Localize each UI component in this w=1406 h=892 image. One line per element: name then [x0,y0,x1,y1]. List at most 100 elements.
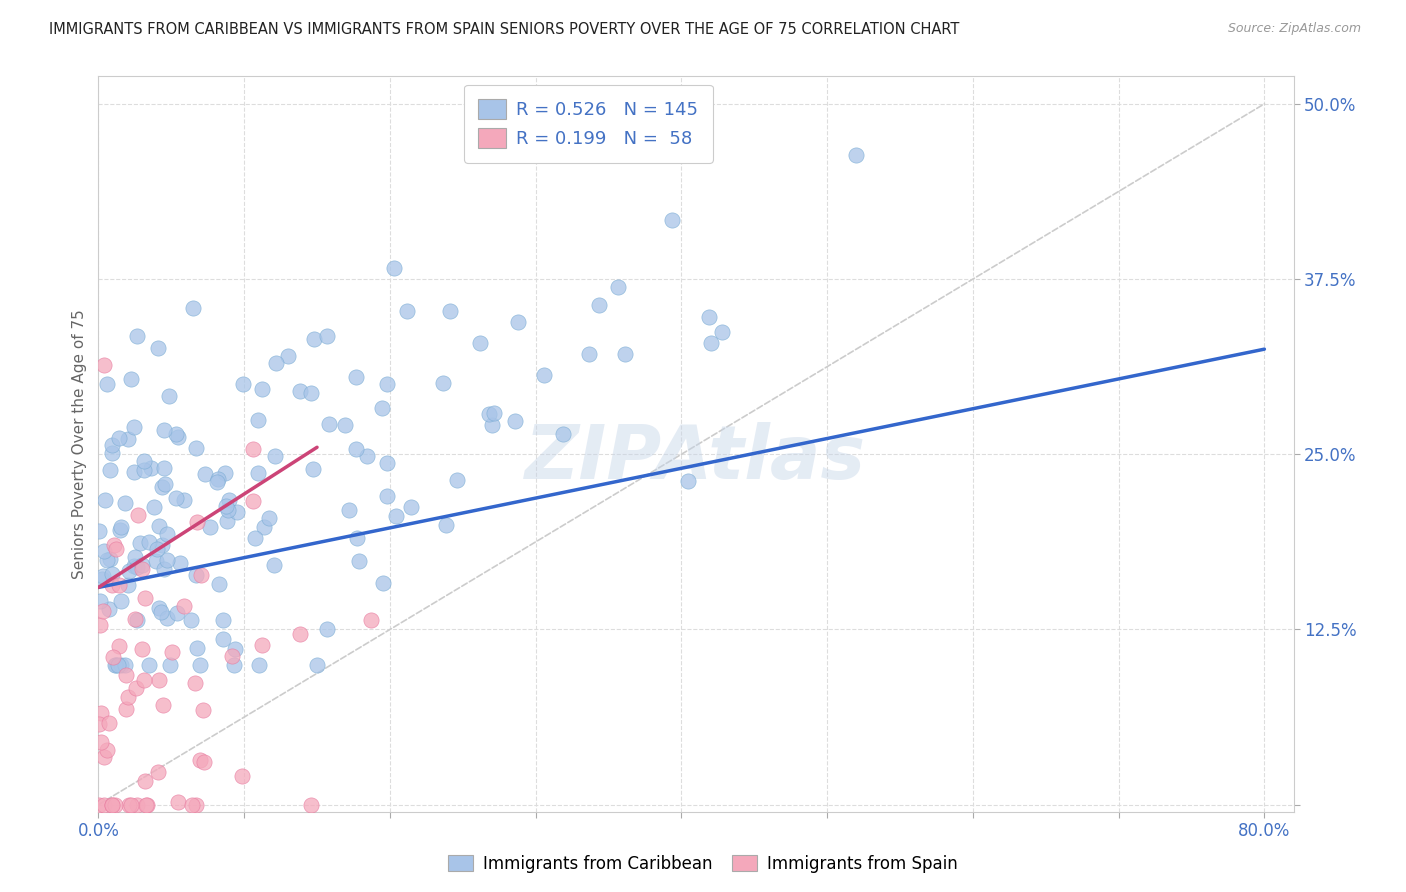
Point [104,657,127,672]
Point [346,442,368,456]
Point [333,417,356,432]
Point [242,442,264,457]
Point [676,474,699,488]
Point [551,426,574,441]
Point [101,566,124,581]
Point [246,467,269,481]
Point [117,578,139,592]
Point [302,332,325,346]
Point [173,493,195,508]
Point [184,567,207,582]
Point [115,702,138,716]
Point [215,514,238,528]
Point [250,638,273,652]
Point [114,496,136,510]
Point [148,673,170,687]
Point [152,562,174,576]
Point [661,212,683,227]
Point [127,508,149,522]
Point [222,657,245,672]
Point [207,475,229,490]
Point [468,335,491,350]
Point [432,376,454,390]
Point [135,797,157,812]
Point [377,376,399,391]
Point [613,347,636,361]
Point [184,441,207,455]
Point [242,494,264,508]
Point [98,551,121,566]
Point [225,505,247,519]
Point [107,578,129,592]
Text: IMMIGRANTS FROM CARIBBEAN VS IMMIGRANTS FROM SPAIN SENIORS POVERTY OVER THE AGE : IMMIGRANTS FROM CARIBBEAN VS IMMIGRANTS … [49,22,959,37]
Point [101,797,124,812]
Point [108,431,131,445]
Point [264,356,287,370]
Point [89,618,111,632]
Text: Source: ZipAtlas.com: Source: ZipAtlas.com [1227,22,1361,36]
Point [93,358,115,372]
Point [190,568,212,582]
Point [110,520,132,534]
Point [215,500,238,514]
Point [247,413,270,427]
Point [697,310,720,324]
Point [375,489,398,503]
Point [93,544,115,558]
Point [186,515,208,529]
Point [607,280,630,294]
Point [120,372,142,386]
Point [93,492,115,507]
Point [139,461,162,475]
Point [221,648,243,663]
Point [117,433,139,447]
Point [375,456,398,470]
Point [208,577,231,591]
Point [122,558,145,573]
Point [104,797,127,812]
Point [253,519,276,533]
Point [146,542,169,557]
Point [156,553,179,567]
Point [299,797,322,812]
Point [399,500,422,514]
Point [337,503,360,517]
Point [169,557,191,571]
Point [503,414,526,428]
Point [167,796,190,810]
Point [160,645,183,659]
Point [183,676,205,690]
Point [132,463,155,477]
Point [231,377,253,392]
Point [101,577,124,591]
Point [152,698,174,712]
Point [198,519,221,533]
Point [107,657,129,672]
Point [711,325,734,339]
Point [145,554,167,568]
Point [165,491,187,506]
Point [194,467,217,481]
Point [96,376,118,391]
Point [371,401,394,415]
Point [299,386,322,401]
Legend: R = 0.526   N = 145, R = 0.199   N =  58: R = 0.526 N = 145, R = 0.199 N = 58 [464,85,713,162]
Point [302,462,325,476]
Point [346,531,368,545]
Point [193,755,215,769]
Point [97,601,120,615]
Point [214,466,236,480]
Point [132,454,155,468]
Point [288,627,311,641]
Point [134,773,156,788]
Point [91,572,114,586]
Point [165,427,187,442]
Point [155,476,177,491]
Point [122,420,145,434]
Point [150,605,173,619]
Point [382,261,405,276]
Point [217,502,239,516]
Point [157,388,180,402]
Point [90,735,112,749]
Point [247,657,270,672]
